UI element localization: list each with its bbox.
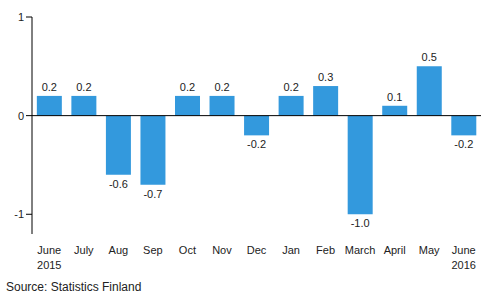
svg-text:June: June [452, 244, 476, 256]
svg-text:March: March [345, 244, 376, 256]
svg-text:July: July [74, 244, 94, 256]
svg-text:Nov: Nov [212, 244, 232, 256]
svg-text:0.2: 0.2 [283, 81, 298, 93]
svg-text:1: 1 [18, 11, 24, 23]
svg-text:-1: -1 [14, 208, 24, 220]
svg-text:0.2: 0.2 [42, 81, 57, 93]
svg-text:Feb: Feb [316, 244, 335, 256]
svg-text:0.3: 0.3 [318, 71, 333, 83]
svg-text:0.5: 0.5 [422, 51, 437, 63]
svg-text:-0.6: -0.6 [109, 178, 128, 190]
svg-text:Jan: Jan [282, 244, 300, 256]
svg-text:April: April [384, 244, 406, 256]
svg-text:-0.2: -0.2 [247, 138, 266, 150]
svg-text:-1.0: -1.0 [351, 217, 370, 229]
svg-text:Sep: Sep [143, 244, 163, 256]
svg-text:2015: 2015 [37, 259, 61, 271]
svg-text:0.2: 0.2 [180, 81, 195, 93]
svg-text:-0.2: -0.2 [454, 138, 473, 150]
svg-text:0: 0 [18, 110, 24, 122]
svg-text:Oct: Oct [179, 244, 196, 256]
svg-text:0.2: 0.2 [214, 81, 229, 93]
svg-text:0.2: 0.2 [76, 81, 91, 93]
svg-text:Dec: Dec [247, 244, 267, 256]
svg-text:June: June [37, 244, 61, 256]
svg-text:2016: 2016 [451, 259, 475, 271]
svg-text:Aug: Aug [109, 244, 129, 256]
svg-text:-0.7: -0.7 [143, 188, 162, 200]
html-text:Source: Statistics Finland: Source: Statistics Finland [6, 280, 142, 294]
svg-text:0.1: 0.1 [387, 91, 402, 103]
svg-text:May: May [419, 244, 440, 256]
